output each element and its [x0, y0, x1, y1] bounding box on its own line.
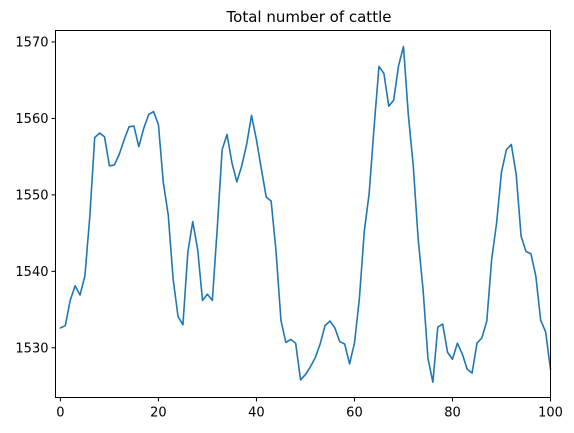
x-tick-label: 60 — [346, 406, 363, 421]
x-tick-label: 80 — [444, 406, 461, 421]
y-tick-label: 1540 — [15, 265, 48, 280]
series-line — [59, 45, 552, 384]
x-tick-label: 0 — [56, 406, 64, 421]
plot-area — [59, 45, 552, 384]
x-tick-label: 40 — [248, 406, 265, 421]
axis-ticks: 0 20 40 60 80 100 1530 1540 1550 1560 1570 — [15, 35, 563, 420]
x-tick-label: 20 — [150, 406, 167, 421]
y-tick-label: 1560 — [15, 112, 48, 127]
y-tick-label: 1530 — [15, 341, 48, 356]
x-tick-label: 100 — [538, 406, 563, 421]
plot-frame — [55, 30, 551, 398]
chart-title: Total number of cattle — [226, 8, 392, 26]
y-tick-label: 1570 — [15, 35, 48, 50]
y-tick-label: 1550 — [15, 188, 48, 203]
